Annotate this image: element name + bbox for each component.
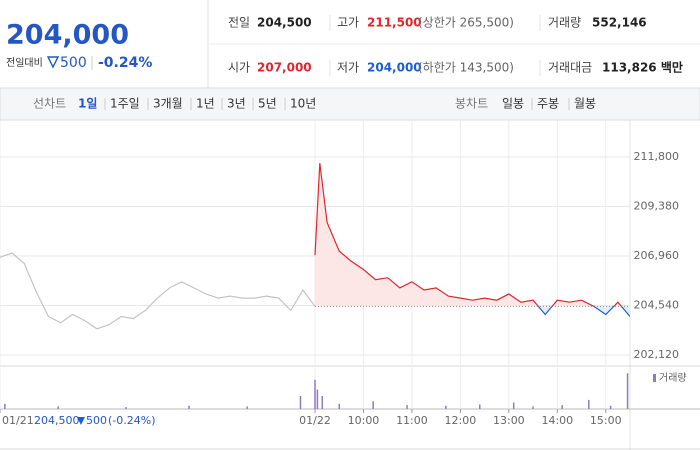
period-tab[interactable]: 5년 [258, 97, 277, 111]
volume-bar [372, 401, 374, 409]
x-tick-label: 15:00 [590, 414, 622, 427]
period-tab[interactable]: 3개월 [153, 97, 183, 111]
volume-legend: 거래량 [659, 372, 687, 384]
price: 204,000 [6, 20, 129, 51]
down-icon [46, 56, 60, 69]
volume-bar [532, 406, 534, 409]
volume-bar [512, 402, 515, 409]
period-tab[interactable]: 1년 [196, 97, 215, 111]
period-tab[interactable]: 3년 [227, 97, 246, 111]
volume-bar [561, 405, 563, 409]
tabs: 선차트 1일 1주일 3개월 1년 3년 5년 10년 봉차트 일봉 주봉 월봉 [33, 97, 596, 111]
volume-legend-swatch [653, 374, 656, 382]
volume-bar [125, 407, 127, 409]
volume-bar [246, 406, 248, 409]
volume-bar [609, 405, 612, 409]
volume-bar [321, 396, 324, 409]
candle-tab[interactable]: 주봉 [537, 97, 559, 111]
volume-bar [299, 396, 302, 409]
area [315, 163, 630, 307]
candle-tab[interactable]: 일봉 [502, 97, 524, 111]
x-tick-label: 12:00 [445, 414, 477, 427]
y-tick-label: 211,800 [634, 150, 680, 163]
stat-label: 거래량 [548, 16, 581, 30]
period-tab[interactable]: 10년 [290, 97, 316, 111]
x-tick-label: 13:00 [493, 414, 525, 427]
stat-value: 204,500 [257, 16, 312, 30]
volume-bar [316, 389, 319, 409]
period-tab[interactable]: 1일 [78, 97, 97, 111]
stat-label: 거래대금 [548, 61, 592, 75]
x-tick-label: 01/22 [299, 414, 331, 427]
stat-value: 113,826 백만 [602, 60, 683, 75]
stat-value: 211,500 [367, 16, 422, 30]
tab-bar [0, 87, 700, 121]
volume-bar [57, 406, 59, 409]
stat-label: 저가 [337, 61, 359, 75]
stat-note: (상한가 265,500) [418, 16, 514, 30]
y-tick-label: 202,120 [634, 348, 680, 361]
volume-bar [338, 403, 340, 409]
stat-value: 207,000 [257, 61, 312, 75]
tab-group-label: 봉차트 [455, 97, 488, 111]
footer-price: 204,500 [34, 414, 80, 427]
volume-bar [626, 373, 629, 409]
candle-tab[interactable]: 월봉 [574, 97, 596, 111]
volume-bar [4, 403, 6, 409]
tab-group-label: 선차트 [33, 97, 66, 111]
x-tick-label: 01/21 [2, 414, 34, 427]
x-tick-label: 11:00 [396, 414, 428, 427]
y-tick-label: 206,960 [634, 249, 680, 262]
stat-value: 552,146 [592, 16, 647, 30]
price-line [0, 252, 316, 330]
x-tick-label: 10:00 [348, 414, 380, 427]
volume-bar [479, 404, 481, 409]
price-line [314, 163, 623, 307]
change: 500 [60, 55, 87, 71]
volume-bar [445, 405, 447, 409]
y-tick-label: 204,540 [634, 299, 680, 312]
area [538, 306, 630, 317]
volume-bar [188, 405, 190, 409]
volume-bar [406, 405, 408, 409]
stat-note: (하한가 143,500) [418, 61, 514, 75]
period-tab[interactable]: 1주일 [110, 97, 140, 111]
stat-label: 고가 [337, 16, 359, 30]
volume-bar [588, 399, 590, 409]
footer-rate: (-0.24%) [108, 414, 156, 427]
change-rate: -0.24% [98, 55, 152, 71]
y-tick-label: 209,380 [634, 200, 680, 213]
stat-label: 전일 [228, 16, 250, 30]
stat-label: 시가 [228, 61, 250, 75]
volume-bar [314, 379, 316, 409]
x-tick-label: 14:00 [541, 414, 573, 427]
change-label: 전일대비 [6, 57, 43, 69]
footer-change: 500 [86, 414, 107, 427]
down-icon [77, 417, 85, 425]
stat-value: 204,000 [367, 61, 422, 75]
